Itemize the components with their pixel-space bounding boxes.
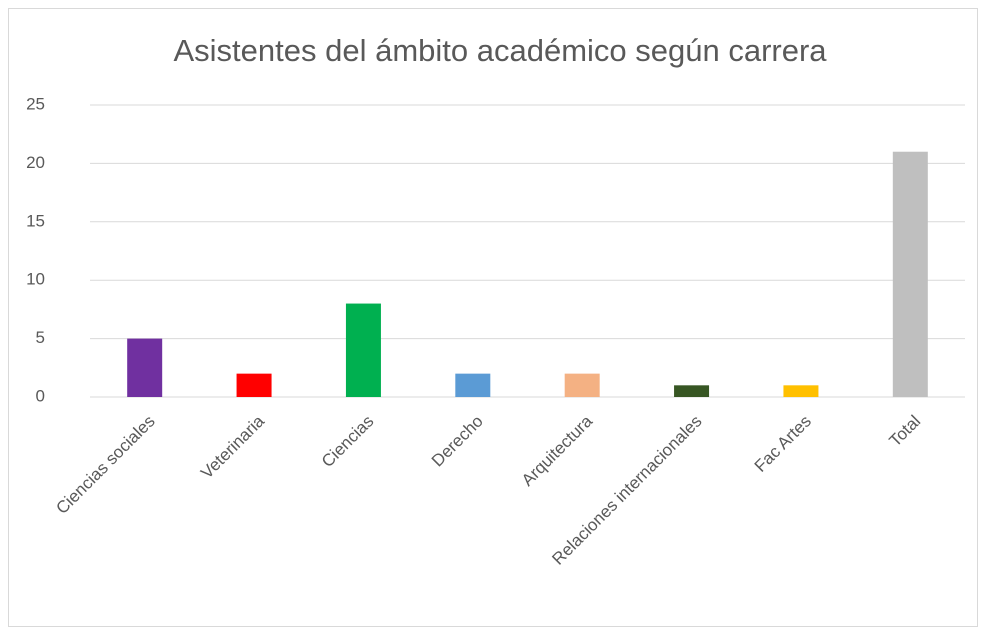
bar bbox=[892, 151, 928, 397]
bar bbox=[564, 373, 600, 397]
y-tick-label: 10 bbox=[26, 270, 45, 289]
chart-border bbox=[8, 8, 978, 627]
bar bbox=[127, 338, 163, 397]
bar bbox=[345, 303, 381, 397]
y-tick-label: 5 bbox=[36, 328, 45, 347]
chart-title: Asistentes del ámbito académico según ca… bbox=[173, 33, 827, 68]
bar bbox=[783, 385, 819, 397]
bar bbox=[674, 385, 710, 397]
y-tick-label: 0 bbox=[36, 386, 45, 405]
y-tick-label: 25 bbox=[26, 94, 45, 113]
y-tick-label: 15 bbox=[26, 211, 45, 230]
y-tick-label: 20 bbox=[26, 153, 45, 172]
bar bbox=[236, 373, 272, 397]
bar bbox=[455, 373, 491, 397]
